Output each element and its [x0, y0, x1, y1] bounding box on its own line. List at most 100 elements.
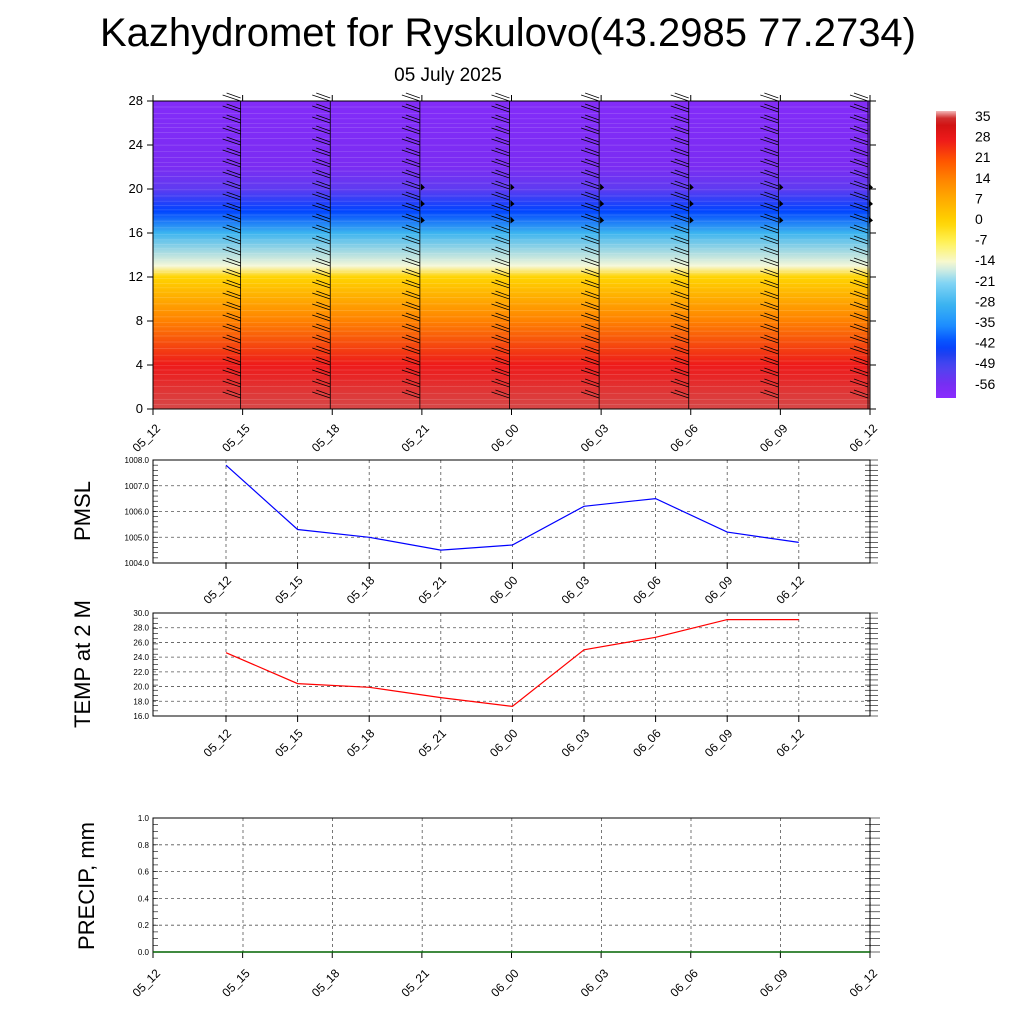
wind-barb	[226, 323, 241, 330]
wind-barb	[316, 257, 331, 264]
colorbar-label: -14	[975, 252, 995, 268]
wind-barb	[581, 347, 600, 355]
wind-barb	[491, 105, 510, 113]
x-tick-label: 05_18	[309, 966, 343, 1000]
wind-barb	[760, 105, 779, 113]
wind-barb	[581, 116, 600, 124]
wind-barb	[853, 92, 869, 99]
wind-barb	[674, 136, 689, 143]
x-tick-label: 06_12	[773, 573, 807, 607]
wind-barb	[316, 290, 331, 297]
wind-barb	[401, 303, 420, 311]
wind-barb	[312, 281, 331, 289]
wind-barb	[226, 290, 241, 297]
wind-barb	[853, 147, 869, 154]
wind-barb	[674, 125, 689, 132]
wind-barb	[853, 345, 869, 352]
series-line	[225, 464, 799, 551]
wind-barb	[849, 182, 869, 190]
wind-barb	[853, 389, 869, 396]
y-axis-label: PMSL	[70, 481, 95, 541]
cross-section-panel: 0 4 8 12 16 20 24 28 05_12 05_15 05_18 05_21 06_00 06…	[129, 92, 880, 455]
wind-barb	[849, 149, 869, 157]
wind-barb	[401, 105, 420, 113]
wind-barb	[312, 248, 331, 256]
wind-barb	[760, 391, 779, 399]
wind-barb	[674, 213, 689, 220]
wind-barb	[316, 202, 331, 209]
wind-barb	[495, 356, 510, 363]
wind-barb	[405, 246, 420, 253]
wind-barb	[405, 136, 420, 143]
wind-barb	[495, 235, 510, 242]
wind-barb	[760, 292, 779, 300]
wind-barb	[405, 367, 420, 374]
heatmap-field	[153, 101, 870, 409]
wind-barb	[405, 268, 420, 275]
wind-barb	[585, 114, 600, 121]
wind-barb	[491, 347, 510, 355]
wind-barb	[405, 290, 420, 297]
wind-barb	[491, 226, 510, 234]
wind-barb	[674, 235, 689, 242]
wind-barb	[316, 356, 331, 363]
wind-barb	[226, 301, 241, 308]
wind-barb	[405, 389, 420, 396]
wind-barb	[764, 158, 779, 165]
wind-barb	[316, 345, 331, 352]
wind-barb	[312, 237, 331, 245]
wind-barb	[495, 389, 510, 396]
wind-barb	[226, 180, 241, 187]
x-tick-label: 06_06	[667, 966, 701, 1000]
wind-barb	[760, 149, 779, 157]
wind-barb	[581, 127, 600, 135]
chart-title: Kazhydromet for Ryskulovo(43.2985 77.273…	[99, 11, 916, 55]
x-tick-label: 05_15	[219, 421, 253, 455]
wind-barb	[405, 257, 420, 264]
wind-barb	[401, 127, 420, 135]
y-tick-label: 4	[136, 357, 143, 372]
wind-barb	[401, 182, 420, 190]
y-tick-label: 12	[129, 269, 143, 284]
wind-barb	[316, 224, 331, 231]
wind-barb	[674, 290, 689, 297]
wind-barb	[585, 147, 600, 154]
wind-barb	[760, 127, 779, 135]
wind-barb	[491, 281, 510, 289]
wind-barb	[760, 138, 779, 146]
wind-barb	[222, 347, 241, 355]
x-tick-label: 05_12	[130, 966, 164, 1000]
wind-barb	[764, 279, 779, 286]
wind-barb	[312, 325, 331, 333]
x-tick-label: 05_15	[272, 726, 306, 760]
wind-barb	[491, 292, 510, 300]
wind-barb	[491, 336, 510, 344]
wind-barb	[222, 314, 241, 322]
wind-barb	[674, 224, 689, 231]
wind-barb	[226, 279, 241, 286]
wind-barb	[316, 158, 331, 165]
x-tick-label: 06_09	[757, 421, 791, 455]
wind-barb	[312, 182, 331, 190]
wind-barb	[312, 171, 331, 179]
wind-barb	[312, 116, 331, 124]
wind-barb	[585, 125, 600, 132]
wind-barb	[674, 301, 689, 308]
wind-barb-pennant	[779, 200, 784, 207]
wind-barb	[760, 237, 779, 245]
wind-barb	[222, 391, 241, 399]
wind-barb	[853, 312, 869, 319]
wind-barb-pennant	[600, 216, 605, 224]
x-tick-label: 06_03	[578, 421, 612, 455]
x-tick-label: 05_21	[398, 966, 432, 1000]
wind-barb	[585, 312, 600, 319]
wind-barb	[495, 169, 510, 176]
wind-barb	[849, 160, 869, 168]
wind-barb	[405, 169, 420, 176]
wind-barb	[401, 270, 420, 278]
wind-barb	[585, 235, 600, 242]
x-tick-label: 05_18	[344, 726, 378, 760]
x-tick-label: 05_12	[201, 726, 235, 760]
wind-barb	[585, 334, 600, 341]
